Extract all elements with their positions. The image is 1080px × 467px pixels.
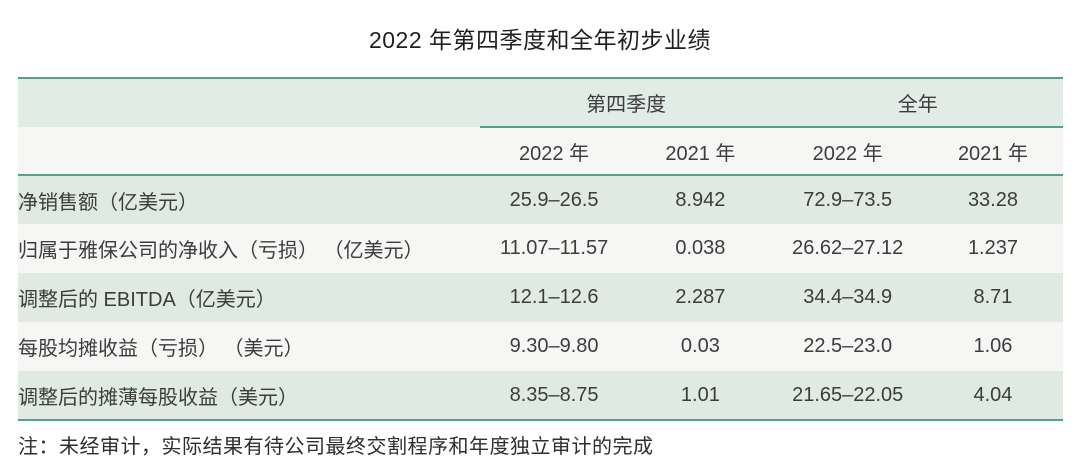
cell-q4-2021: 0.038 [675,237,726,259]
year-header-row: 2022 年 2021 年 2022 年 2021 年 [18,127,1063,176]
cell-fy-2022: 21.65–22.05 [792,383,904,406]
cell-q4-2021: 2.287 [675,286,726,308]
row-label: 调整后的摊薄每股收益（美元） [18,386,298,409]
page-title: 2022 年第四季度和全年初步业绩 [368,27,712,53]
cell-fy-2021: 4.04 [973,383,1013,406]
cell-fy-2021: 8.71 [973,286,1013,308]
footnote: 注：未经审计，实际结果有待公司最终交割程序和年度独立审计的完成 [18,436,654,458]
group-header-row: 第四季度 全年 [18,78,1063,128]
table-row-adjusted-diluted-eps: 调整后的摊薄每股收益（美元） 8.35–8.75 1.01 21.65–22.0… [18,371,1063,420]
cell-fy-2021: 1.06 [973,335,1013,357]
table-row-net-income: 归属于雅保公司的净收入（亏损） （亿美元） 11.07–11.57 0.038 … [18,224,1063,273]
cell-fy-2022: 26.62–27.12 [792,237,904,259]
table-row-diluted-eps: 每股均摊收益（亏损） （美元） 9.30–9.80 0.03 22.5–23.0… [18,322,1063,371]
cell-q4-2022: 8.35–8.75 [509,383,599,406]
cell-q4-2022: 12.1–12.6 [509,286,599,308]
cell-fy-2021: 1.237 [967,237,1018,259]
results-table: 第四季度 全年 2022 年 2021 年 2022 年 2021 年 净销售额… [18,77,1063,421]
year-header-fy-2022: 2022 年 [772,127,923,176]
cell-q4-2022: 25.9–26.5 [509,188,599,211]
row-label: 每股均摊收益（亏损） （美元） [18,338,304,360]
cell-q4-2022: 9.30–9.80 [509,335,599,357]
year-header-fy-2021: 2021 年 [922,127,1063,176]
table-row-adjusted-ebitda: 调整后的 EBITDA（亿美元） 12.1–12.6 2.287 34.4–34… [18,273,1063,322]
group-header-spacer [18,78,480,127]
cell-fy-2021: 33.28 [967,188,1018,211]
cell-q4-2022: 11.07–11.57 [499,237,609,259]
year-header-q4-2022: 2022 年 [479,127,629,176]
cell-q4-2021: 1.01 [680,383,720,406]
row-label: 归属于雅保公司的净收入（亏损） （亿美元） [18,240,424,262]
group-header-fullyear: 全年 [772,78,1063,128]
row-label: 调整后的 EBITDA（亿美元） [18,289,276,311]
cell-fy-2022: 22.5–23.0 [803,335,893,357]
row-label: 净销售额（亿美元） [18,191,198,214]
cell-q4-2021: 8.942 [675,188,726,211]
cell-q4-2021: 0.03 [680,335,720,357]
cell-fy-2022: 34.4–34.9 [803,286,893,308]
year-header-spacer [18,127,480,176]
cell-fy-2022: 72.9–73.5 [803,188,893,211]
group-header-q4: 第四季度 [479,78,773,128]
table-row-net-sales: 净销售额（亿美元） 25.9–26.5 8.942 72.9–73.5 33.2… [18,175,1063,224]
year-header-q4-2021: 2021 年 [628,127,773,176]
